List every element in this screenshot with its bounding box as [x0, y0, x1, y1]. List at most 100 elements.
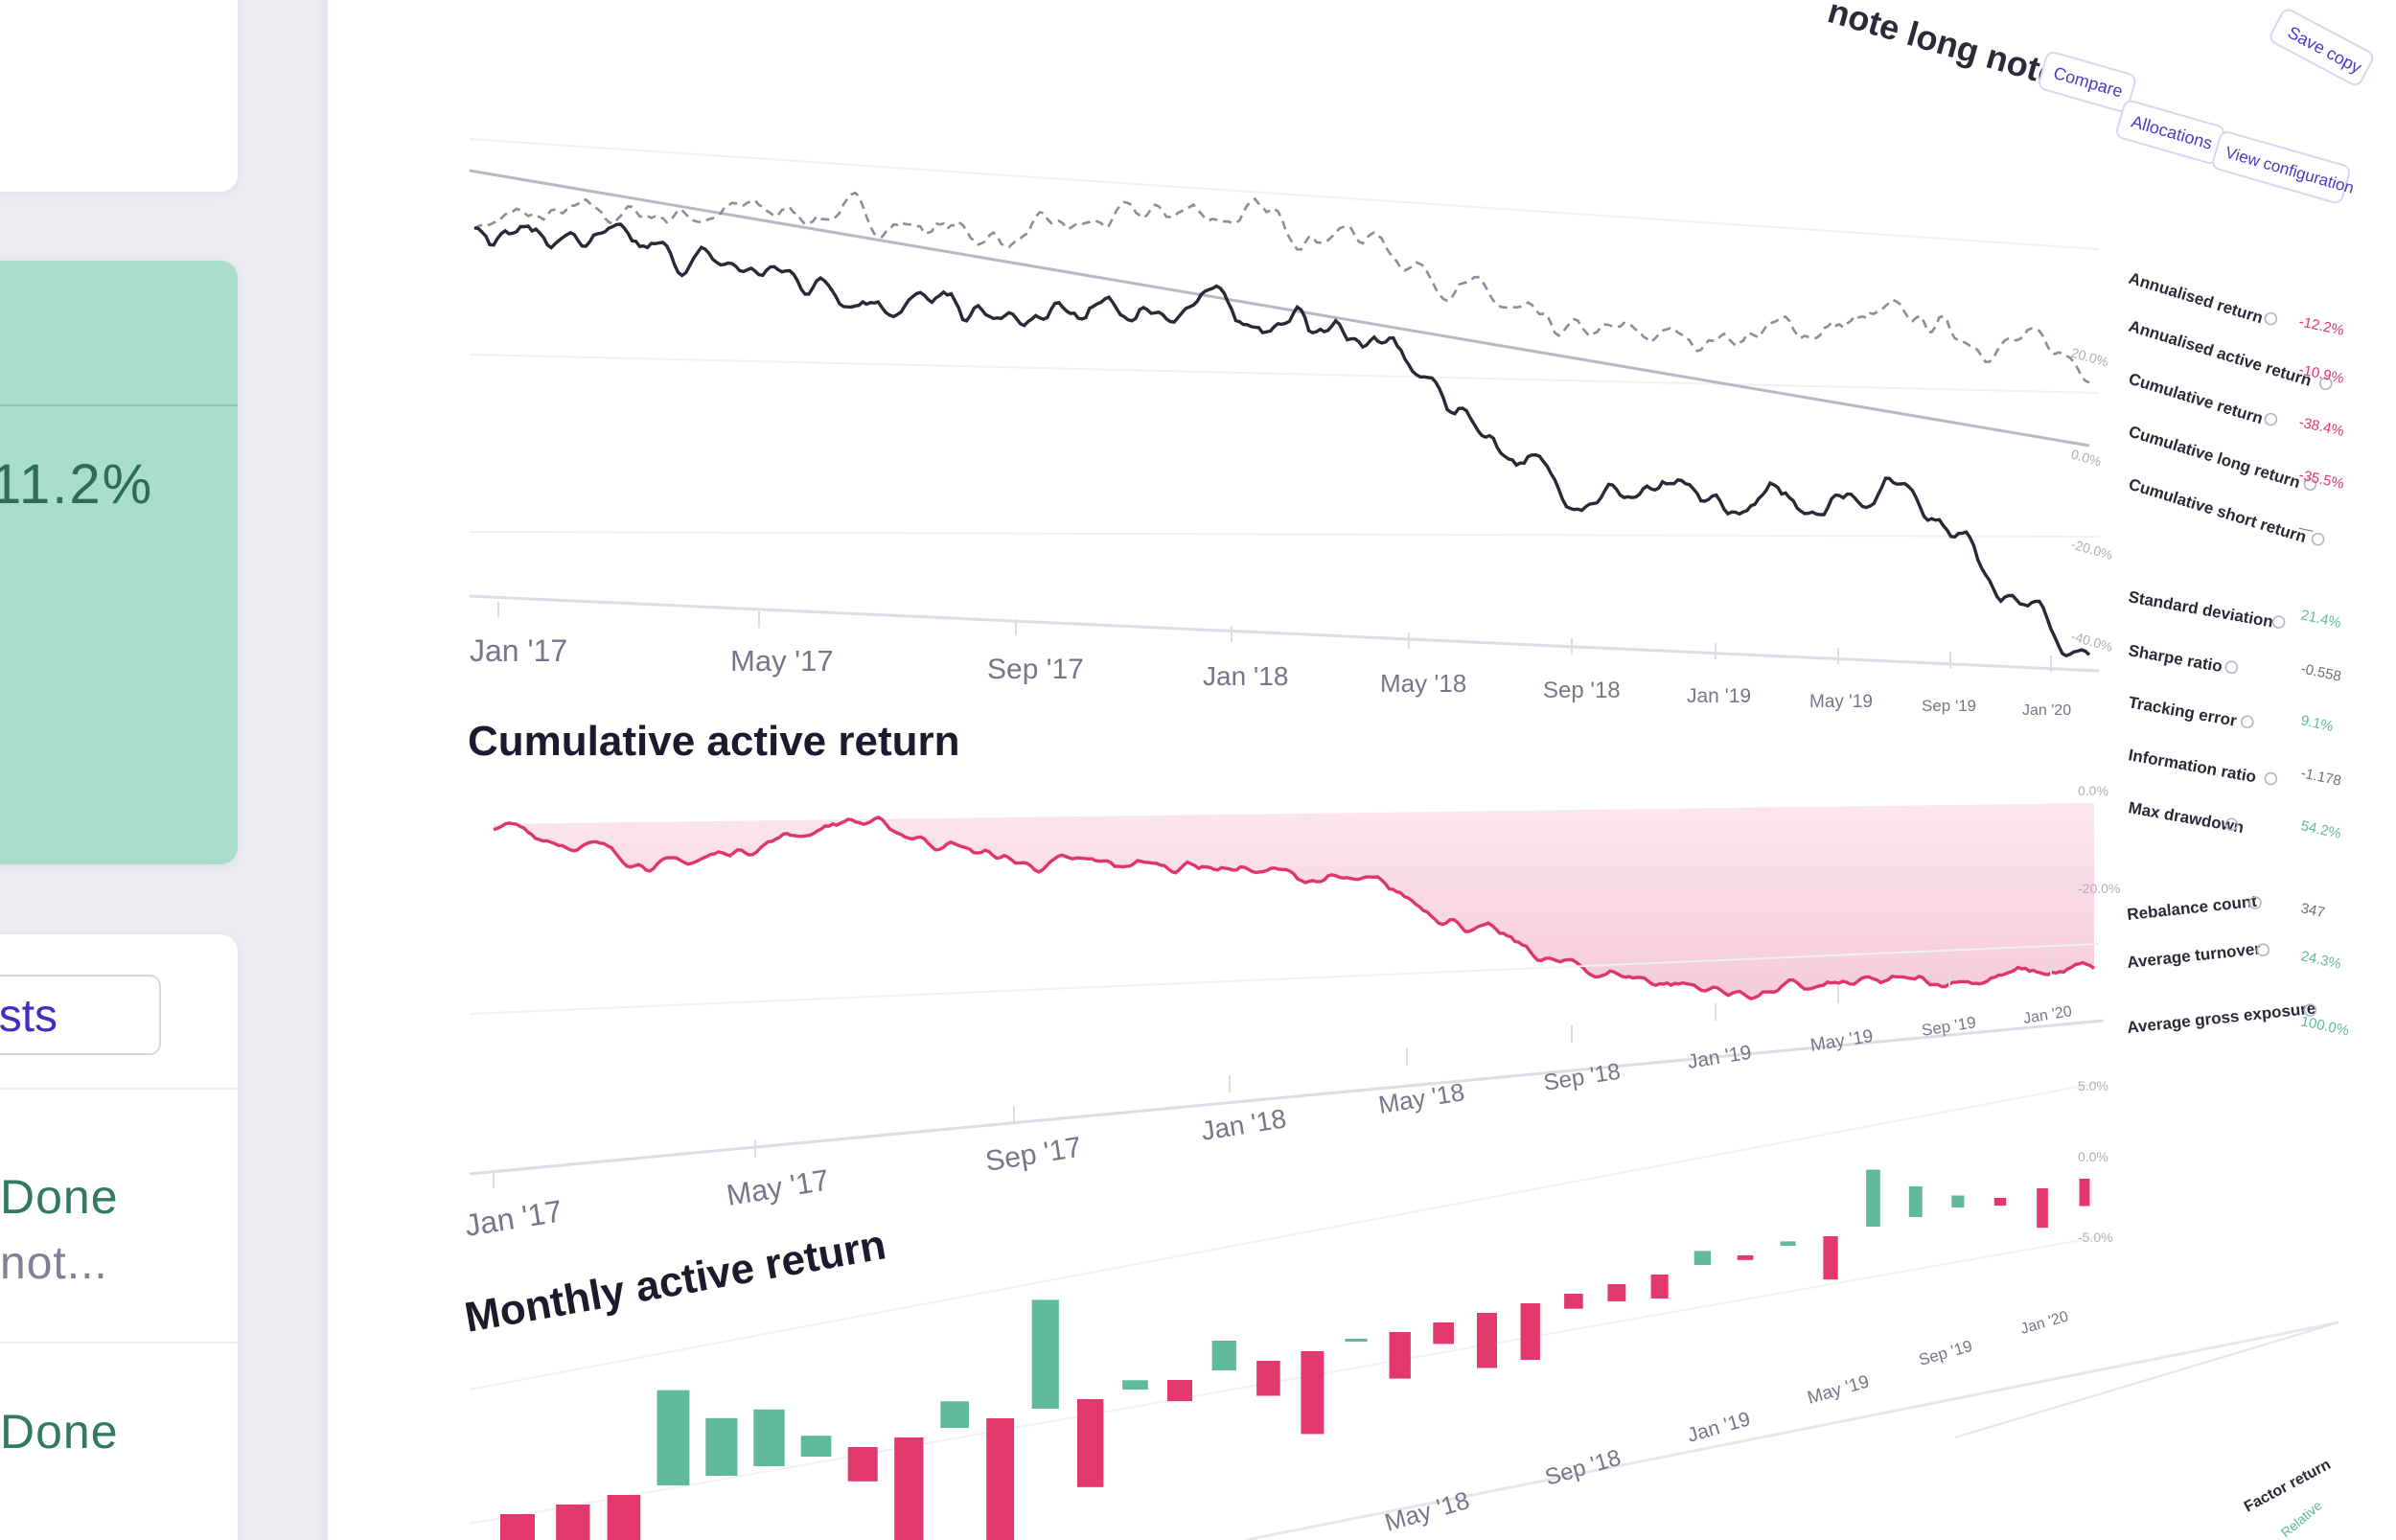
monthly-return-bar: [1211, 1341, 1236, 1370]
stat-label: Annualised return: [2127, 269, 2266, 328]
list-item-status[interactable]: Done: [0, 1405, 119, 1459]
compare-button-frame: [2039, 51, 2136, 112]
monthly-return-bar: [1256, 1361, 1280, 1396]
info-icon[interactable]: [2248, 896, 2262, 909]
x-tick-label: Jan '17: [462, 1193, 564, 1243]
monthly-return-bar: [2037, 1188, 2048, 1229]
monthly-return-bar: [500, 1514, 535, 1540]
grid-line: [469, 1235, 2105, 1525]
stat-value: 9.1%: [2299, 712, 2335, 735]
active-return-line: [493, 816, 2095, 1001]
stat-value: 347: [2299, 900, 2326, 921]
info-icon[interactable]: [2264, 311, 2278, 326]
grid-line: [469, 138, 2100, 250]
info-icon[interactable]: [2224, 660, 2239, 675]
grid-line: [469, 943, 2100, 1015]
info-icon[interactable]: [2256, 943, 2269, 957]
monthly-return-bar: [657, 1390, 690, 1485]
sidebar-card-top: [0, 0, 238, 192]
monthly-return-bar: [1823, 1236, 1838, 1280]
y-tick-label: 0.0%: [2078, 783, 2108, 798]
info-icon[interactable]: [2264, 771, 2278, 786]
metric-card: 11.2%: [0, 261, 238, 864]
monthly-return-bar: [1077, 1399, 1104, 1487]
save-copy-button-frame: [2269, 9, 2374, 86]
y-tick-label: -20.0%: [2069, 537, 2114, 563]
x-tick-label: Jan '19: [1686, 1042, 1753, 1073]
x-tick-label: Jan '20: [2022, 702, 2071, 719]
stat-label: Average gross exposure: [2126, 999, 2316, 1037]
monthly-return-bar: [847, 1447, 878, 1482]
info-icon[interactable]: [2311, 532, 2325, 546]
y-tick-label: 0.0%: [2069, 447, 2103, 470]
info-icon[interactable]: [2303, 477, 2317, 491]
monthly-return-bar: [894, 1437, 924, 1540]
info-icon[interactable]: [2303, 1003, 2317, 1017]
monthly-return-bar: [1737, 1255, 1754, 1260]
x-tick-label: Sep '18: [1543, 678, 1621, 703]
footer-divider: [1954, 1322, 2339, 1438]
tests-card: ests Done not... Done: [0, 934, 238, 1540]
monthly-return-bar: [1780, 1241, 1796, 1246]
monthly-return-bar: [2079, 1179, 2090, 1207]
monthly-return-bar: [1167, 1380, 1192, 1402]
stat-label: Max drawdown: [2127, 798, 2245, 837]
monthly-return-bar: [1607, 1284, 1626, 1301]
monthly-return-bar: [1650, 1275, 1669, 1299]
info-icon[interactable]: [2264, 412, 2278, 426]
list-item-status[interactable]: Done: [0, 1170, 119, 1224]
info-icon[interactable]: [2319, 377, 2333, 390]
footer-value: Relative: [2278, 1497, 2325, 1540]
monthly-return-bar: [1951, 1195, 1965, 1207]
x-tick-label: May '18: [1381, 1485, 1472, 1537]
monthly-return-bar: [1477, 1313, 1497, 1368]
monthly-return-bar: [607, 1495, 641, 1540]
stat-value: 24.3%: [2299, 948, 2342, 972]
info-icon[interactable]: [2271, 615, 2286, 629]
allocations-button[interactable]: Allocations: [2115, 100, 2225, 165]
info-icon[interactable]: [2241, 715, 2254, 729]
page-title: note long note: [1824, 0, 2063, 94]
stat-value: -35.5%: [2297, 467, 2345, 493]
performance-chart: Jan '17 May '17 Sep '17 Jan '18 May '18 Sep '…: [469, 138, 2114, 719]
stat-value: —: [2297, 519, 2315, 539]
info-icon[interactable]: [2224, 817, 2239, 832]
monthly-return-bar: [1345, 1339, 1368, 1342]
grid-line: [469, 354, 2100, 394]
monthly-return-bar: [1389, 1332, 1411, 1379]
monthly-return-bar: [1301, 1351, 1325, 1435]
y-tick-label: -20.0%: [2078, 881, 2120, 896]
monthly-return-bar: [1031, 1299, 1059, 1409]
x-tick-label: Jan '18: [1203, 661, 1288, 691]
x-tick-label: May '17: [725, 1163, 832, 1212]
compare-button[interactable]: Compare: [2038, 51, 2136, 113]
stat-value: -0.558: [2299, 660, 2342, 684]
stat-label: Cumulative return: [2127, 370, 2266, 428]
stat-value: 100.0%: [2299, 1013, 2350, 1039]
x-axis: [1245, 1321, 2339, 1540]
tests-button[interactable]: ests: [0, 975, 161, 1055]
metric-value: 11.2%: [0, 453, 154, 516]
monthly-return-bar: [986, 1418, 1015, 1540]
list-divider: [0, 1088, 238, 1090]
x-tick-label: May '18: [1376, 1077, 1466, 1119]
x-axis: [469, 594, 2100, 673]
save-copy-button[interactable]: Save copy: [2269, 8, 2375, 87]
monthly-return-bar: [1520, 1303, 1540, 1360]
stat-label: Tracking error: [2127, 693, 2238, 730]
stat-value: -1.178: [2299, 765, 2342, 789]
x-tick-label: Sep '17: [987, 654, 1084, 685]
y-tick-label: 20.0%: [2069, 345, 2110, 370]
stat-label: Average turnover: [2126, 939, 2262, 972]
portfolio-series-line: [473, 222, 2091, 658]
stat-label: Standard deviation: [2127, 587, 2274, 631]
stat-value: -38.4%: [2297, 414, 2345, 440]
monthly-return-bar: [1693, 1251, 1712, 1265]
benchmark-series-line: [473, 191, 2090, 384]
monthly-return-bar: [1122, 1380, 1148, 1390]
x-tick-label: May '19: [1809, 1026, 1874, 1056]
monthly-return-bar: [940, 1401, 969, 1428]
view-configuration-button[interactable]: View configuration: [2211, 130, 2359, 206]
grid-line: [469, 1082, 2100, 1391]
